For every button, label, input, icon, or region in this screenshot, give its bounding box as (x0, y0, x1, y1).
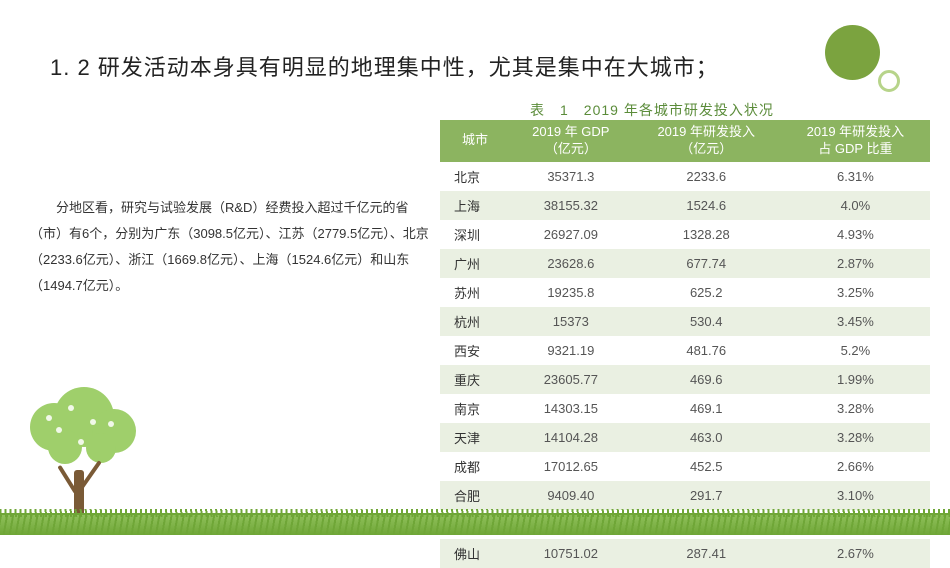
table-cell: 深圳 (440, 220, 510, 249)
table-cell: 3.28% (781, 423, 930, 452)
table-cell: 合肥 (440, 481, 510, 510)
table-cell: 2.66% (781, 452, 930, 481)
table-cell: 重庆 (440, 365, 510, 394)
table-cell: 19235.8 (510, 278, 632, 307)
table-row: 杭州15373530.43.45% (440, 307, 930, 336)
table-cell: 3.10% (781, 481, 930, 510)
table-cell: 9409.40 (510, 481, 632, 510)
table-cell: 26927.09 (510, 220, 632, 249)
table-cell: 3.25% (781, 278, 930, 307)
table-cell: 苏州 (440, 278, 510, 307)
table-row: 重庆23605.77469.61.99% (440, 365, 930, 394)
table-cell: 4.93% (781, 220, 930, 249)
table-cell: 23628.6 (510, 249, 632, 278)
table-cell: 西安 (440, 336, 510, 365)
table-header-cell: 2019 年研发投入占 GDP 比重 (781, 120, 930, 162)
table-cell: 广州 (440, 249, 510, 278)
table-cell: 35371.3 (510, 162, 632, 191)
table-row: 佛山10751.02287.412.67% (440, 539, 930, 568)
table-cell: 4.0% (781, 191, 930, 220)
table-cell: 469.1 (632, 394, 781, 423)
table-header-cell: 城市 (440, 120, 510, 162)
body-paragraph: 分地区看，研究与试验发展（R&D）经费投入超过千亿元的省（市）有6个，分别为广东… (30, 195, 430, 299)
table-cell: 5.2% (781, 336, 930, 365)
decor-tree (20, 375, 140, 525)
table-cell: 1328.28 (632, 220, 781, 249)
table-cell: 3.28% (781, 394, 930, 423)
table-row: 北京35371.32233.66.31% (440, 162, 930, 191)
table-cell: 530.4 (632, 307, 781, 336)
table-cell: 6.31% (781, 162, 930, 191)
table-row: 深圳26927.091328.284.93% (440, 220, 930, 249)
table-cell: 佛山 (440, 539, 510, 568)
table-cell: 北京 (440, 162, 510, 191)
table-cell: 287.41 (632, 539, 781, 568)
table-cell: 10751.02 (510, 539, 632, 568)
table-row: 成都17012.65452.52.66% (440, 452, 930, 481)
table-cell: 14104.28 (510, 423, 632, 452)
table-cell: 2.87% (781, 249, 930, 278)
table-cell: 南京 (440, 394, 510, 423)
table-header-cell: 2019 年 GDP（亿元） (510, 120, 632, 162)
decor-circle-small (878, 70, 900, 92)
table-cell: 9321.19 (510, 336, 632, 365)
table-caption: 表 1 2019 年各城市研发投入状况 (530, 100, 774, 120)
table-cell: 1524.6 (632, 191, 781, 220)
page-title: 1. 2 研发活动本身具有明显的地理集中性，尤其是集中在大城市； (50, 50, 880, 82)
table-row: 广州23628.6677.742.87% (440, 249, 930, 278)
table-row: 西安9321.19481.765.2% (440, 336, 930, 365)
table-row: 合肥9409.40291.73.10% (440, 481, 930, 510)
table-row: 天津14104.28463.03.28% (440, 423, 930, 452)
table-cell: 38155.32 (510, 191, 632, 220)
table-cell: 2.67% (781, 539, 930, 568)
table-cell: 452.5 (632, 452, 781, 481)
table-cell: 1.99% (781, 365, 930, 394)
decor-grass (0, 513, 950, 535)
table-cell: 17012.65 (510, 452, 632, 481)
table-cell: 463.0 (632, 423, 781, 452)
rd-table: 城市2019 年 GDP（亿元）2019 年研发投入（亿元）2019 年研发投入… (440, 120, 930, 568)
table-cell: 469.6 (632, 365, 781, 394)
table-cell: 杭州 (440, 307, 510, 336)
table-header-cell: 2019 年研发投入（亿元） (632, 120, 781, 162)
table-row: 上海38155.321524.64.0% (440, 191, 930, 220)
table-cell: 成都 (440, 452, 510, 481)
table-cell: 天津 (440, 423, 510, 452)
table-cell: 15373 (510, 307, 632, 336)
table-cell: 23605.77 (510, 365, 632, 394)
table-row: 南京14303.15469.13.28% (440, 394, 930, 423)
table-cell: 291.7 (632, 481, 781, 510)
table-cell: 上海 (440, 191, 510, 220)
table-cell: 2233.6 (632, 162, 781, 191)
table-cell: 481.76 (632, 336, 781, 365)
table-row: 苏州19235.8625.23.25% (440, 278, 930, 307)
table-cell: 625.2 (632, 278, 781, 307)
table-cell: 677.74 (632, 249, 781, 278)
table-cell: 3.45% (781, 307, 930, 336)
table-cell: 14303.15 (510, 394, 632, 423)
